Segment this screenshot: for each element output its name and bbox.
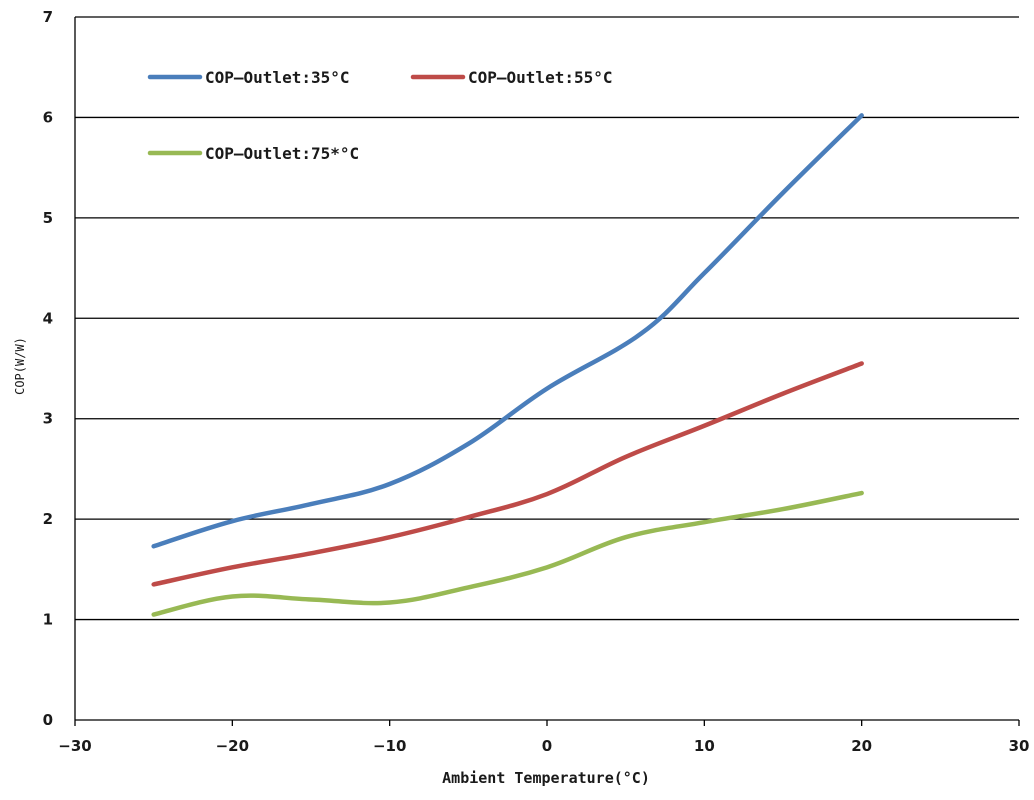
- y-tick-label: 1: [43, 611, 53, 629]
- x-axis-title: Ambient Temperature(°C): [442, 769, 650, 787]
- y-tick-label: 0: [43, 711, 53, 729]
- legend-label-3: COP—Outlet:75*°C: [205, 144, 359, 163]
- legend-label-2: COP—Outlet:55°C: [468, 68, 613, 87]
- legend-label-1: COP—Outlet:35°C: [205, 68, 350, 87]
- y-tick-label: 4: [43, 309, 53, 327]
- x-tick-label: 20: [851, 737, 872, 755]
- y-axis-title: COP(W/W): [13, 337, 27, 395]
- series-line-3: [151, 490, 864, 617]
- y-tick-label: 7: [43, 8, 53, 26]
- series-lines: [151, 113, 864, 617]
- series-line-2: [151, 361, 864, 587]
- gridlines: [75, 16, 1019, 621]
- x-tick-label: 30: [1009, 737, 1030, 755]
- series-line-1: [151, 113, 864, 549]
- y-tick-label: 3: [43, 410, 53, 428]
- x-tick-label: −10: [373, 737, 406, 755]
- x-tick-label: 0: [542, 737, 552, 755]
- y-tick-label: 6: [43, 108, 53, 126]
- y-tick-label: 2: [43, 510, 53, 528]
- legend: COP—Outlet:35°C COP—Outlet:55°C COP—Outlet…: [147, 68, 613, 163]
- x-tick-label: 10: [694, 737, 715, 755]
- y-tick-labels: 0 1 2 3 4 5 6 7: [43, 8, 53, 729]
- axes: [74, 17, 1020, 726]
- y-tick-label: 5: [43, 209, 53, 227]
- x-tick-labels: −30 −20 −10 0 10 20 30: [58, 737, 1029, 755]
- x-tick-label: −30: [58, 737, 91, 755]
- x-tick-label: −20: [216, 737, 249, 755]
